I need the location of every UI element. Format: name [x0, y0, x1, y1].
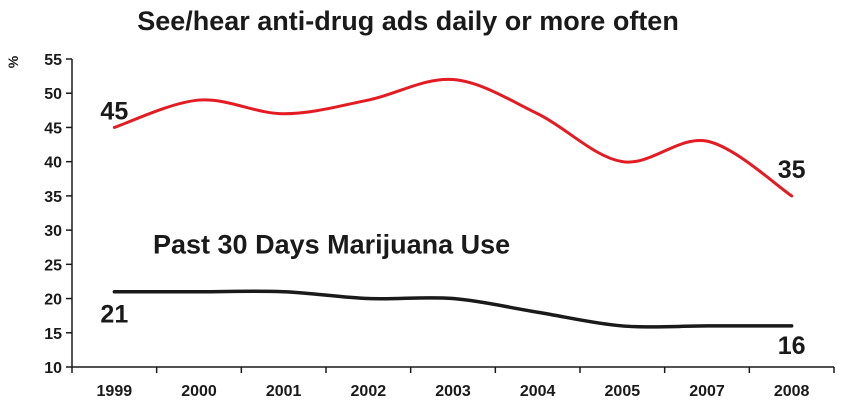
x-tick-label: 2007 — [689, 383, 725, 400]
y-tick-label: 45 — [44, 120, 62, 137]
x-tick-label: 2003 — [435, 383, 471, 400]
x-tick-label: 2008 — [774, 383, 810, 400]
y-tick-label: 15 — [44, 326, 62, 343]
data-label-start: 45 — [100, 97, 128, 125]
series-annotation: Past 30 Days Marijuana Use — [153, 229, 510, 259]
x-tick-label: 2000 — [181, 383, 217, 400]
y-tick-label: 10 — [44, 360, 62, 377]
y-axis-ticks: 10 15 20 25 30 35 40 45 50 55 — [44, 52, 72, 377]
x-tick-label: 2004 — [520, 383, 556, 400]
data-label-end: 35 — [778, 156, 806, 184]
y-tick-label: 40 — [44, 155, 62, 172]
data-label-start: 21 — [100, 301, 128, 329]
data-labels: 45 35 21 16 Past 30 Days Marijuana Use — [100, 97, 805, 359]
y-tick-label: 30 — [44, 223, 62, 240]
series-line-1 — [112, 77, 794, 198]
x-tick-label: 2005 — [605, 383, 641, 400]
y-tick-label: 50 — [44, 86, 62, 103]
x-tick-label: 1999 — [97, 383, 133, 400]
data-label-end: 16 — [778, 332, 806, 360]
y-tick-label: 55 — [44, 52, 62, 69]
y-tick-label: 35 — [44, 189, 62, 206]
x-tick-label: 2001 — [266, 383, 302, 400]
x-tick-label: 2002 — [351, 383, 387, 400]
x-axis-ticks: 1999 2000 2001 2002 2003 2004 2005 2007 2008 — [71, 367, 835, 400]
series-layer — [112, 77, 794, 329]
y-tick-label: 20 — [44, 292, 62, 309]
y-tick-label: 25 — [44, 257, 62, 274]
chart-title: See/hear anti-drug ads daily or more oft… — [137, 6, 679, 36]
series-line-2 — [112, 289, 794, 329]
y-axis-label: % — [5, 55, 21, 68]
